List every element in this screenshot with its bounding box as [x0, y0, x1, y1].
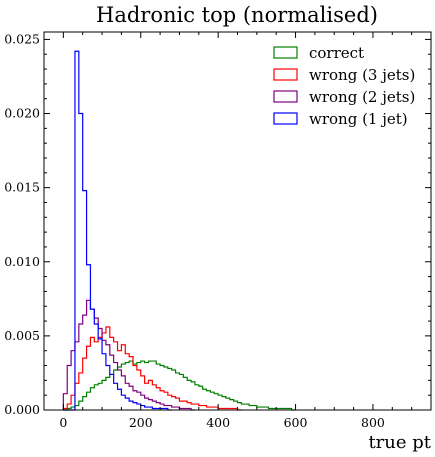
legend-label: wrong (2 jets)	[309, 88, 415, 106]
y-tick-label: 0.000	[4, 402, 40, 417]
legend-label: wrong (3 jets)	[309, 66, 415, 84]
legend-label: wrong (1 jet)	[309, 110, 408, 128]
chart-title: Hadronic top (normalised)	[96, 3, 378, 27]
x-tick-label: 400	[206, 415, 230, 430]
x-tick-label: 800	[361, 415, 385, 430]
legend-swatch	[274, 113, 297, 124]
legend-label: correct	[309, 44, 364, 62]
series-layer	[63, 51, 295, 410]
series-1-line	[63, 327, 241, 410]
legend-swatch	[274, 91, 297, 102]
series-3-line	[63, 51, 171, 410]
y-tick-label: 0.010	[4, 254, 40, 269]
y-tick-label: 0.020	[4, 106, 40, 121]
y-tick-label: 0.005	[4, 328, 40, 343]
y-tick-label: 0.025	[4, 31, 40, 46]
legend: correct wrong (3 jets) wrong (2 jets) wrong…	[274, 44, 415, 128]
y-tick-label: 0.015	[4, 180, 40, 195]
x-axis-label: true pt	[368, 432, 431, 453]
x-tick-label: 600	[284, 415, 308, 430]
x-tick-label: 200	[129, 415, 153, 430]
legend-swatch	[274, 47, 297, 58]
series-0-line	[63, 361, 295, 410]
legend-swatch	[274, 69, 297, 80]
x-tick-label: 0	[59, 415, 67, 430]
